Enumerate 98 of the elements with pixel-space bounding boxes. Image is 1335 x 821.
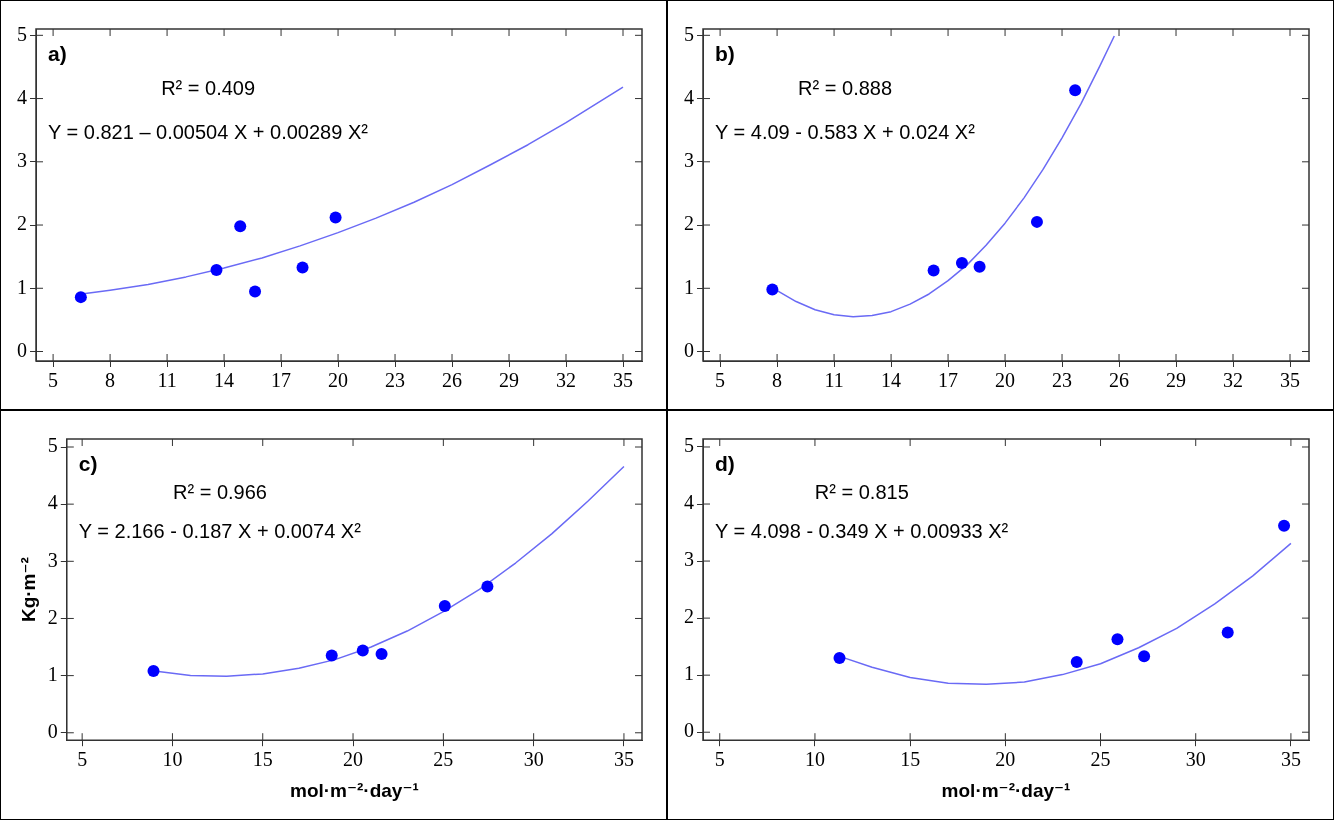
annotation: b) bbox=[714, 42, 735, 65]
x-tick-label: 8 bbox=[771, 369, 782, 392]
x-axis-title: mol·m⁻²·day⁻¹ bbox=[941, 779, 1070, 801]
y-tick-label: 5 bbox=[47, 434, 58, 457]
point bbox=[146, 665, 159, 678]
y-tick-label: 2 bbox=[683, 605, 694, 628]
x-tick-label: 20 bbox=[342, 748, 363, 771]
y-tick-label: 2 bbox=[16, 212, 27, 235]
x-tick-label: 14 bbox=[880, 369, 901, 392]
x-tick-label: 15 bbox=[252, 748, 273, 771]
x-tick-label: 35 bbox=[612, 369, 633, 392]
x-tick-label: 23 bbox=[1051, 369, 1072, 392]
point bbox=[325, 649, 338, 662]
annotation: Y = 4.09 - 0.583 X + 0.024 X² bbox=[714, 120, 975, 143]
y-tick-label: 3 bbox=[683, 149, 694, 172]
x-tick-label: 15 bbox=[899, 748, 920, 771]
x-tick-label: 32 bbox=[555, 369, 576, 392]
x-tick-label: 5 bbox=[714, 748, 725, 771]
annotation: c) bbox=[78, 452, 97, 475]
y-tick-label: 4 bbox=[47, 491, 58, 514]
point bbox=[1277, 519, 1290, 532]
x-tick-label: 29 bbox=[498, 369, 519, 392]
point bbox=[1221, 626, 1234, 639]
x-tick-label: 35 bbox=[613, 748, 634, 771]
x-tick-label: 17 bbox=[270, 369, 291, 392]
annotation: Y = 4.098 - 0.349 X + 0.00933 X² bbox=[714, 520, 1009, 543]
y-tick-label: 5 bbox=[683, 434, 694, 457]
x-tick-label: 5 bbox=[714, 369, 725, 392]
y-tick-label: 2 bbox=[683, 212, 694, 235]
point bbox=[209, 263, 222, 276]
x-tick-label: 20 bbox=[994, 369, 1015, 392]
x-tick-label: 35 bbox=[1280, 748, 1301, 771]
point bbox=[438, 599, 451, 612]
y-tick-label: 0 bbox=[683, 338, 694, 361]
x-tick-label: 14 bbox=[213, 369, 234, 392]
x-tick-label: 30 bbox=[523, 748, 544, 771]
x-tick-label: 8 bbox=[104, 369, 115, 392]
y-tick-label: 0 bbox=[47, 720, 58, 743]
y-tick-label: 4 bbox=[16, 85, 27, 108]
x-tick-label: 26 bbox=[441, 369, 462, 392]
x-tick-label: 25 bbox=[1090, 748, 1111, 771]
y-tick-label: 1 bbox=[683, 662, 694, 685]
x-tick-label: 20 bbox=[327, 369, 348, 392]
x-tick-label: 32 bbox=[1222, 369, 1243, 392]
y-tick-label: 0 bbox=[683, 719, 694, 742]
point bbox=[248, 285, 261, 298]
x-tick-label: 35 bbox=[1279, 369, 1300, 392]
point bbox=[74, 291, 87, 304]
point bbox=[329, 211, 342, 224]
annotation: R² = 0.409 bbox=[160, 77, 255, 100]
y-tick-label: 1 bbox=[16, 275, 27, 298]
point bbox=[356, 644, 369, 657]
point bbox=[1137, 650, 1150, 663]
y-tick-label: 2 bbox=[47, 605, 58, 628]
x-tick-label: 23 bbox=[384, 369, 405, 392]
x-tick-label: 10 bbox=[161, 748, 182, 771]
x-tick-label: 20 bbox=[994, 748, 1015, 771]
point bbox=[973, 260, 986, 273]
point bbox=[1030, 215, 1043, 228]
point bbox=[233, 220, 246, 233]
y-tick-label: 3 bbox=[16, 149, 27, 172]
annotation: Y = 2.166 - 0.187 X + 0.0074 X² bbox=[78, 520, 361, 543]
y-tick-label: 4 bbox=[683, 491, 694, 514]
x-tick-label: 25 bbox=[432, 748, 453, 771]
point bbox=[1110, 633, 1123, 646]
annotation: R² = 0.815 bbox=[814, 481, 909, 504]
x-tick-label: 26 bbox=[1108, 369, 1129, 392]
point bbox=[296, 261, 309, 274]
x-tick-label: 11 bbox=[823, 369, 844, 392]
x-tick-label: 5 bbox=[76, 748, 87, 771]
y-tick-label: 5 bbox=[683, 22, 694, 45]
y-tick-label: 4 bbox=[683, 85, 694, 108]
x-tick-label: 29 bbox=[1165, 369, 1186, 392]
y-axis-title: Kg·m⁻² bbox=[17, 557, 39, 623]
x-tick-label: 11 bbox=[156, 369, 177, 392]
point bbox=[375, 647, 388, 660]
y-tick-label: 3 bbox=[683, 548, 694, 571]
point bbox=[1068, 84, 1081, 97]
point bbox=[480, 580, 493, 593]
x-tick-label: 30 bbox=[1185, 748, 1206, 771]
annotation: Y = 0.821 – 0.00504 X + 0.00289 X² bbox=[47, 120, 368, 143]
point bbox=[833, 652, 846, 665]
point bbox=[927, 264, 940, 277]
point bbox=[955, 256, 968, 269]
annotation: a) bbox=[47, 42, 67, 65]
y-tick-label: 5 bbox=[16, 22, 27, 45]
point bbox=[765, 283, 778, 296]
x-tick-label: 17 bbox=[937, 369, 958, 392]
y-tick-label: 3 bbox=[47, 548, 58, 571]
annotation: d) bbox=[714, 452, 735, 475]
annotation: R² = 0.966 bbox=[172, 481, 267, 504]
annotation: R² = 0.888 bbox=[797, 77, 892, 100]
y-tick-label: 0 bbox=[16, 338, 27, 361]
x-axis-title: mol·m⁻²·day⁻¹ bbox=[289, 779, 419, 801]
x-tick-label: 10 bbox=[804, 748, 825, 771]
y-tick-label: 1 bbox=[47, 662, 58, 685]
y-tick-label: 1 bbox=[683, 275, 694, 298]
point bbox=[1070, 656, 1083, 669]
